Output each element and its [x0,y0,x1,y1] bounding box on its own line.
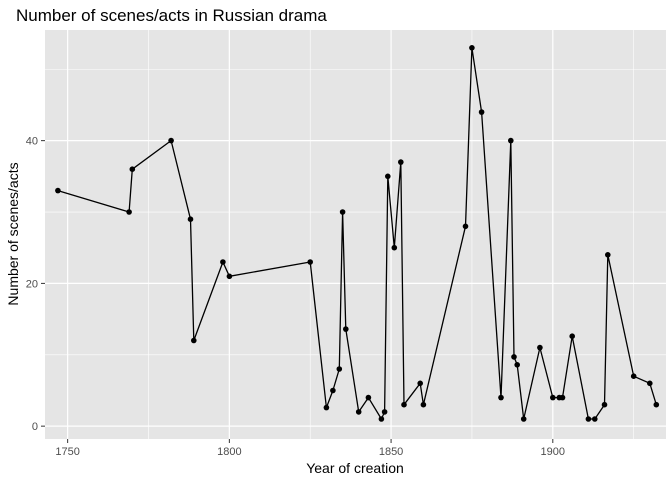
data-point [378,416,385,422]
axis-ticks [41,140,554,443]
data-point [653,401,660,408]
data-point [605,252,611,258]
data-point [520,416,527,422]
data-point [514,362,520,368]
x-tick-label: 1900 [541,446,565,458]
data-point [391,244,398,251]
data-point [55,187,61,194]
data-point [343,326,349,332]
x-axis-tick-labels: 1750 1800 1850 1900 [55,446,565,458]
data-point [336,366,343,372]
data-point [559,394,566,401]
data-point [592,416,598,422]
y-tick-label: 0 [32,421,38,433]
data-point [220,259,226,265]
data-point [420,401,427,408]
y-axis-tick-labels: 0 20 40 [26,136,38,434]
data-point [126,209,132,215]
minor-gridlines [45,30,666,439]
data-point [417,380,424,387]
plot-panel [45,30,666,439]
data-point [550,394,556,401]
data-point [537,344,543,351]
data-point [381,409,388,415]
data-point [498,394,504,401]
data-point [469,45,475,51]
data-point [511,354,517,360]
data-point [330,387,336,394]
y-axis-title: Number of scenes/acts [5,162,21,305]
data-point [385,173,391,180]
data-point [129,166,136,172]
data-point [401,401,407,408]
x-tick-label: 1750 [55,446,79,458]
data-point [630,373,637,380]
y-tick-label: 20 [26,278,38,290]
x-tick-label: 1800 [217,446,241,458]
data-point [398,159,404,165]
chart-title: Number of scenes/acts in Russian drama [16,6,327,25]
data-point [187,216,194,222]
major-gridlines [45,30,666,439]
data-point [647,380,653,387]
data-point [226,273,233,280]
data-point [601,401,608,408]
data-point [478,109,485,115]
data-point [323,404,330,411]
data-point [168,137,174,144]
data-point [355,409,362,415]
data-point [585,416,592,422]
x-tick-label: 1850 [379,446,403,458]
data-point [569,333,575,340]
data-point [339,209,346,215]
data-point [365,394,372,401]
data-point [307,259,314,265]
x-axis-title: Year of creation [306,460,404,476]
y-tick-label: 40 [26,136,38,148]
data-point [508,137,514,144]
data-points [55,45,660,422]
series-line [57,47,657,420]
data-point [191,337,197,344]
data-point [462,223,469,230]
